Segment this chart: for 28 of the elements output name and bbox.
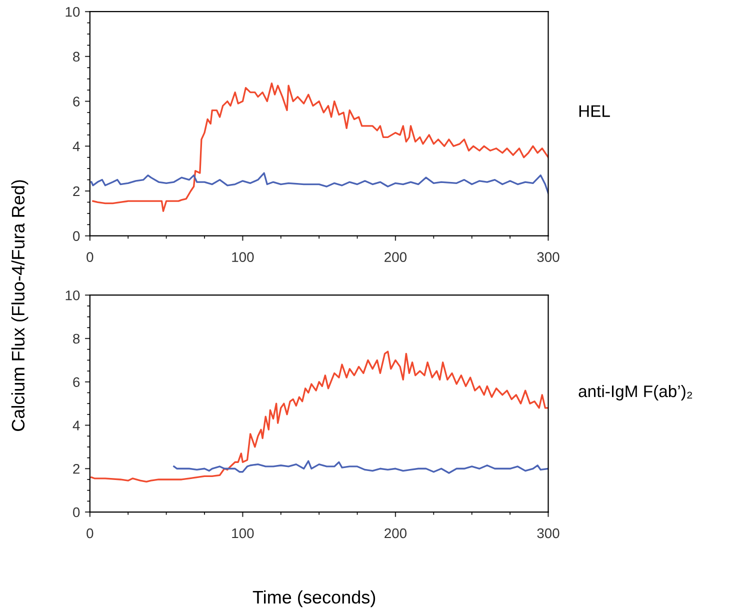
text: HEL (579, 105, 610, 117)
x-tick-label: 100 (232, 252, 254, 262)
line-series (92, 82, 548, 212)
y-tick-label: 0 (73, 507, 80, 518)
y-axis-title: Calcium Flux (Fluo-4/Fura Red) (11, 180, 28, 431)
y-tick-label: 6 (73, 377, 80, 388)
y-tick-label: 8 (73, 334, 80, 344)
x-tick-label: 200 (384, 528, 407, 538)
y-tick-label: 10 (66, 290, 80, 300)
x-tick-label: 200 (384, 252, 407, 262)
x-tick-label: 0 (86, 528, 94, 538)
y-tick-label: 2 (73, 464, 80, 474)
line-series (173, 460, 548, 474)
y-tick-label: 4 (72, 142, 80, 152)
y-tick-label: 2 (73, 186, 80, 196)
x-tick-label: 300 (537, 528, 560, 538)
line-series (90, 350, 548, 482)
x-tick-label: 300 (537, 252, 560, 262)
text: anti-IgM F(ab’)₂ (578, 384, 692, 400)
y-tick-label: 8 (73, 52, 80, 62)
x-axis-title: Time (seconds) (252, 590, 376, 608)
y-tick-label: 10 (66, 6, 80, 17)
y-tick-label: 6 (73, 96, 80, 106)
x-tick-label: 0 (86, 252, 94, 262)
y-tick-label: 0 (73, 231, 80, 242)
y-tick-label: 4 (72, 420, 80, 430)
line-series (90, 172, 548, 194)
x-tick-label: 100 (232, 528, 254, 538)
